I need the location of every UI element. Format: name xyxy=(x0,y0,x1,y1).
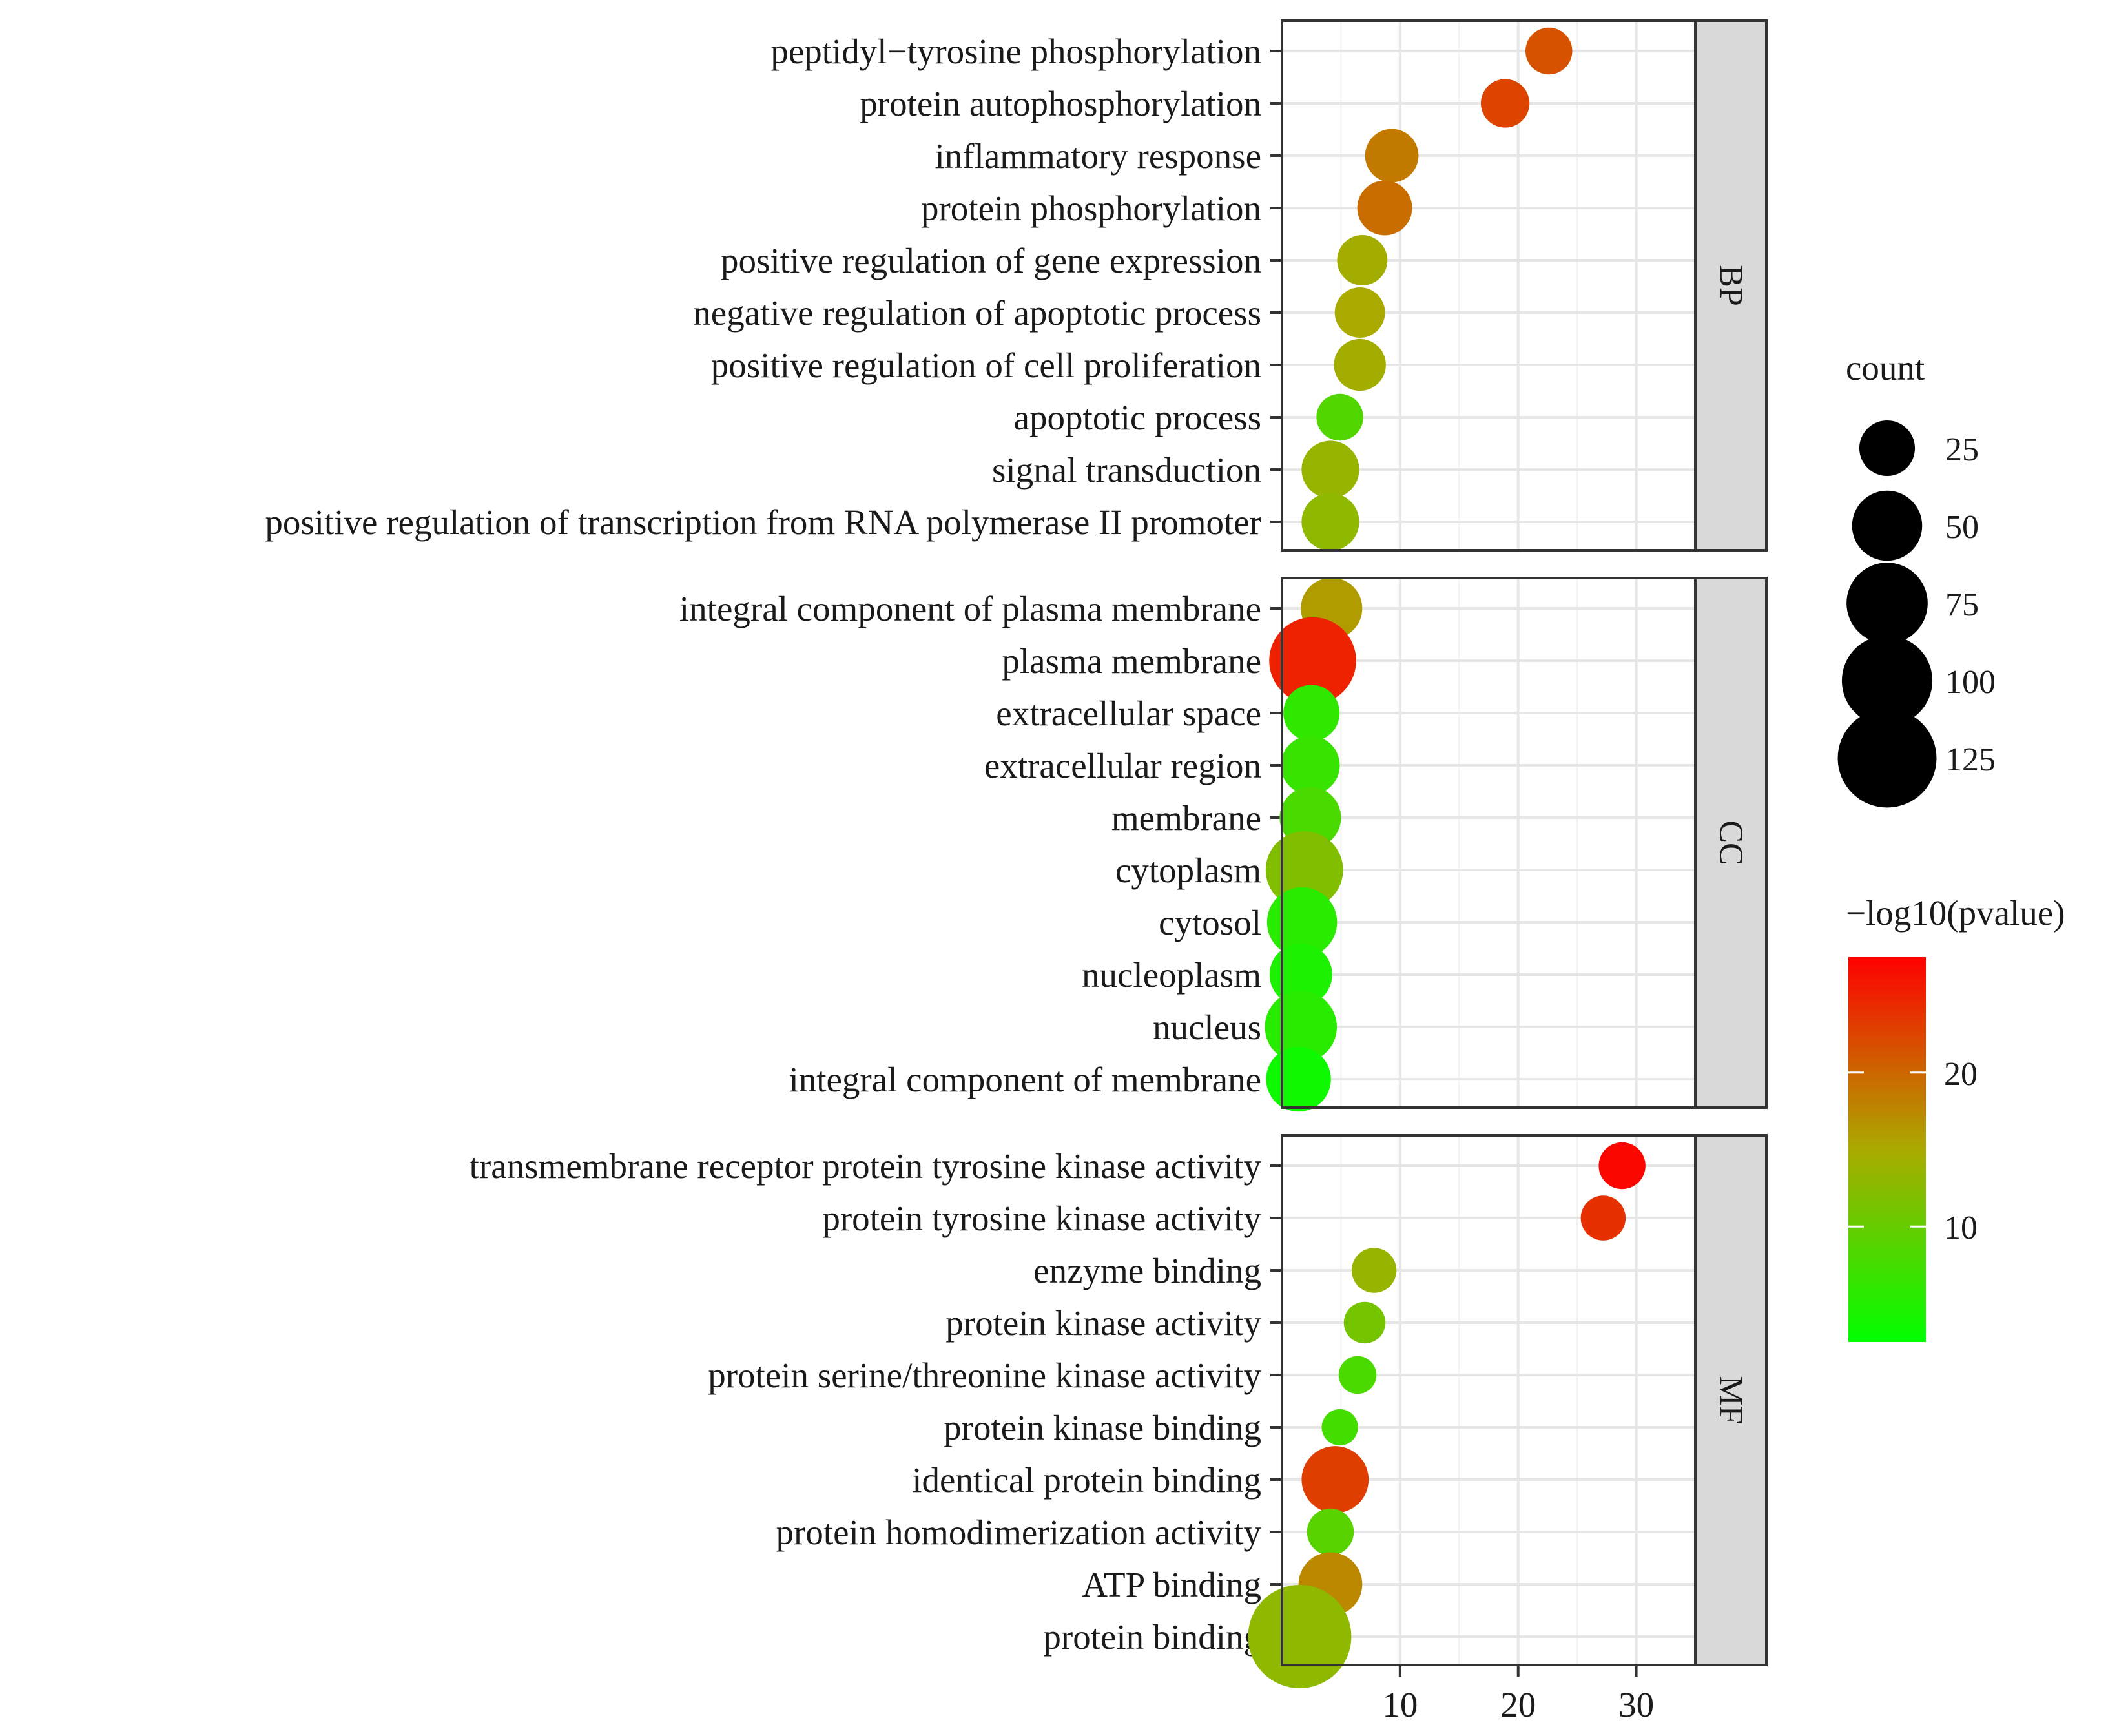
size-legend-key xyxy=(1846,563,1928,644)
y-tick-label: negative regulation of apoptotic process xyxy=(693,293,1261,333)
size-legend-label: 100 xyxy=(1945,664,1996,701)
data-point xyxy=(1321,1409,1358,1446)
size-legend-label: 50 xyxy=(1945,509,1979,546)
y-tick-label: cytoplasm xyxy=(1115,851,1261,890)
facet-strip-label: CC xyxy=(1713,820,1750,865)
y-tick-label: membrane xyxy=(1111,798,1261,838)
color-legend-title: −log10(pvalue) xyxy=(1846,893,2065,933)
y-tick-label: protein kinase binding xyxy=(944,1408,1261,1447)
data-point xyxy=(1301,493,1359,551)
size-legend-key xyxy=(1852,490,1923,561)
data-point xyxy=(1351,1248,1397,1293)
y-tick-label: integral component of plasma membrane xyxy=(679,589,1261,628)
size-legend-label: 25 xyxy=(1945,431,1979,468)
data-point xyxy=(1316,393,1363,441)
data-point xyxy=(1307,1508,1354,1556)
y-tick-label: extracellular region xyxy=(984,746,1261,785)
y-tick-label: apoptotic process xyxy=(1014,398,1261,437)
panel-bp: peptidyl−tyrosine phosphorylation protein… xyxy=(265,19,1768,552)
y-tick-label: integral component of membrane xyxy=(789,1060,1261,1099)
y-tick-label: protein binding xyxy=(1043,1617,1261,1657)
facet-strip xyxy=(1694,19,1768,552)
data-point xyxy=(1580,1195,1626,1241)
y-tick-label: protein phosphorylation xyxy=(921,189,1261,228)
y-tick-label: plasma membrane xyxy=(1002,641,1261,681)
data-point xyxy=(1343,1301,1386,1344)
y-tick-label: positive regulation of cell proliferatio… xyxy=(711,346,1261,385)
y-tick-label: protein autophosphorylation xyxy=(860,84,1261,123)
y-tick-label: transmembrane receptor protein tyrosine … xyxy=(470,1146,1262,1186)
data-point xyxy=(1269,617,1356,705)
data-point xyxy=(1334,287,1385,338)
size-legend-label: 75 xyxy=(1945,586,1979,623)
plot-area: peptidyl−tyrosine phosphorylation protein… xyxy=(265,19,1768,1724)
y-tick-label: extracellular space xyxy=(996,694,1261,733)
y-tick-label: inflammatory response xyxy=(935,136,1261,176)
data-point xyxy=(1598,1142,1646,1190)
data-point xyxy=(1281,736,1340,795)
y-tick-label: peptidyl−tyrosine phosphorylation xyxy=(770,32,1261,71)
legend: count 25 50 75 100 125 −log10(pvalue) 10 20 xyxy=(1837,348,2065,1342)
size-legend-key xyxy=(1859,420,1916,477)
x-tick-label: 20 xyxy=(1500,1685,1536,1724)
data-point xyxy=(1334,338,1386,391)
y-tick-label: cytosol xyxy=(1159,903,1261,942)
size-legend-title: count xyxy=(1846,348,1925,388)
data-point xyxy=(1365,129,1419,183)
data-point xyxy=(1266,1046,1331,1112)
y-tick-label: nucleus xyxy=(1153,1008,1261,1047)
data-point xyxy=(1337,235,1388,285)
x-tick-label: 10 xyxy=(1382,1685,1418,1724)
y-tick-label: protein tyrosine kinase activity xyxy=(822,1199,1261,1238)
data-point xyxy=(1357,180,1412,236)
facet-strip-label: BP xyxy=(1713,265,1750,306)
y-tick-label: positive regulation of gene expression xyxy=(721,241,1261,280)
data-point xyxy=(1338,1356,1377,1394)
y-tick-label: positive regulation of transcription fro… xyxy=(265,502,1261,542)
data-point xyxy=(1283,685,1340,741)
y-tick-label: protein kinase activity xyxy=(945,1303,1261,1343)
data-point xyxy=(1265,831,1343,909)
x-axis: 10 20 30 xyxy=(1382,1665,1654,1724)
y-tick-label: signal transduction xyxy=(992,450,1261,490)
data-point xyxy=(1269,943,1332,1006)
size-legend-key xyxy=(1837,708,1937,808)
y-tick-label: nucleoplasm xyxy=(1082,955,1261,995)
color-bar-label: 10 xyxy=(1944,1210,1978,1246)
size-legend-key xyxy=(1841,635,1933,727)
facet-strip xyxy=(1694,1134,1768,1666)
data-point xyxy=(1301,1446,1369,1513)
data-point xyxy=(1525,27,1573,75)
data-point xyxy=(1266,887,1338,958)
x-tick-label: 30 xyxy=(1618,1685,1654,1724)
y-tick-label: ATP binding xyxy=(1082,1565,1261,1604)
panel-mf: transmembrane receptor protein tyrosine … xyxy=(470,1134,1768,1688)
panel-cc: integral component of plasma membrane pla… xyxy=(679,577,1768,1112)
y-tick-label: identical protein binding xyxy=(912,1460,1261,1500)
color-bar xyxy=(1848,957,1926,1342)
data-point xyxy=(1248,1585,1352,1688)
size-legend-label: 125 xyxy=(1945,741,1996,778)
data-point xyxy=(1480,79,1530,128)
y-tick-label: enzyme binding xyxy=(1033,1251,1261,1290)
facet-strip xyxy=(1694,577,1768,1109)
color-bar-label: 20 xyxy=(1944,1056,1978,1093)
facet-strip-label: MF xyxy=(1713,1376,1750,1424)
y-tick-label: protein serine/threonine kinase activity xyxy=(708,1356,1261,1395)
data-point xyxy=(1301,440,1359,499)
y-tick-label: protein homodimerization activity xyxy=(776,1513,1262,1552)
